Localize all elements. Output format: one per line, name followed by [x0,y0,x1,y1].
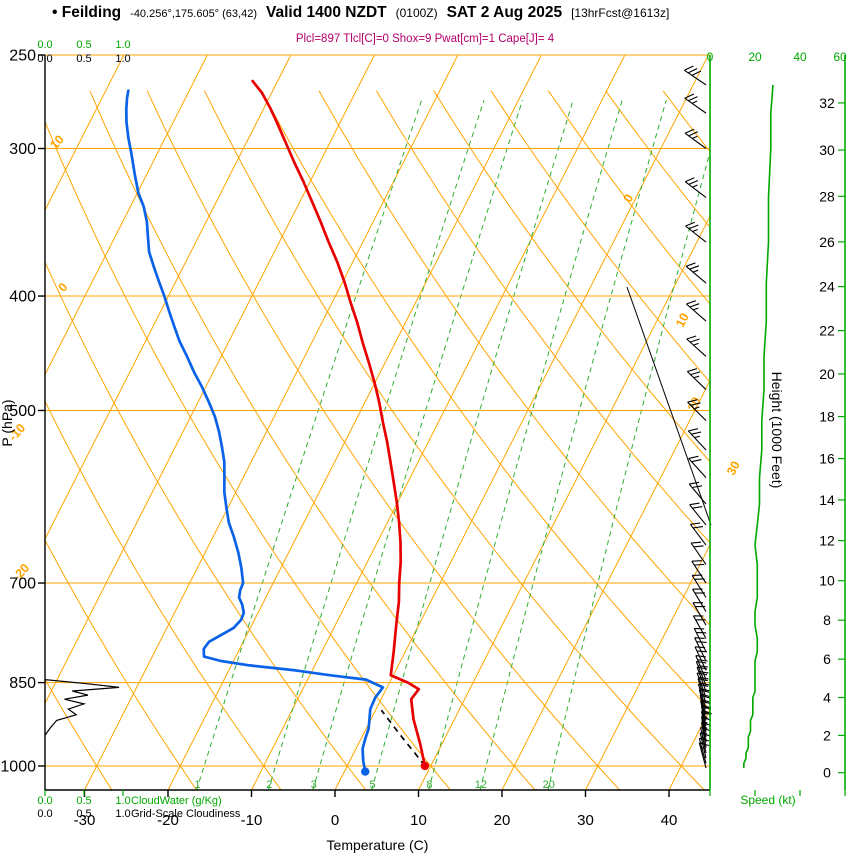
speed-tick-label: 60 [833,50,847,64]
temperature-tick-label: -20 [157,812,179,829]
surface-dewpoint-dot [361,767,370,776]
pressure-tick-label: 400 [9,289,36,306]
valid-utc: (0100Z) [395,6,438,20]
speed-axis-title: Speed (kt) [740,793,795,807]
pressure-tick-label: 850 [9,675,36,692]
speed-tick-label: 0 [707,50,714,64]
station-name: • Feilding [52,4,122,21]
pressure-tick-label: 300 [9,141,36,158]
cloudiness-profile [44,679,120,736]
cloudwater-tick-label: 0.5 [76,39,91,51]
valid-date: SAT 2 Aug 2025 [446,4,563,21]
height-tick-label: 0 [823,765,831,781]
skewt-grid [45,55,710,790]
pressure-axis-title: P (hPa) [0,399,15,446]
pressure-tick-label: 250 [9,48,36,65]
svg-text:10: 10 [673,311,692,330]
title-row: • Feilding -40.256°,175.605° (63,42) Val… [52,4,669,22]
temperature-tick-label: -10 [241,812,263,829]
height-tick-label: 20 [819,366,835,382]
height-tick-label: 2 [823,727,831,743]
height-tick-label: 18 [819,409,835,425]
svg-text:10: 10 [47,132,67,152]
temperature-tick-label: 10 [410,812,427,829]
height-tick-label: 30 [819,142,835,158]
cloudwater-tick-label: 1.0 [115,39,130,51]
cloudwater-tick-label: 0.5 [76,795,91,807]
height-tick-label: 22 [819,323,835,339]
cloudiness-axis-title: Grid-Scale Cloudiness [131,808,241,820]
cloudiness-tick-label: 0.5 [76,53,91,65]
cloudiness-tick-label: 1.0 [115,53,130,65]
cloudiness-tick-label: 0.0 [37,53,52,65]
temperature-curve [251,79,427,768]
stability-indices: Plcl=897 Tlcl[C]=0 Shox=9 Pwat[cm]=1 Cap… [295,33,555,45]
speed-tick-label: 20 [748,50,762,64]
height-tick-label: 28 [819,188,835,204]
temperature-tick-label: 30 [577,812,594,829]
svg-text:30: 30 [724,459,743,478]
height-tick-label: 14 [819,492,835,508]
forecast-info: [13hrFcst@1613z] [571,6,670,20]
surface-temperature-dot [420,761,430,771]
temperature-tick-label: -30 [74,812,96,829]
height-tick-label: 8 [823,612,831,628]
temperature-axis-title: Temperature (C) [327,837,429,853]
height-axis-title: Height (1000 Feet) [769,372,785,489]
height-tick-label: 4 [823,690,831,706]
cloudwater-tick-label: 1.0 [115,795,130,807]
cloudwater-tick-label: 0.0 [37,795,52,807]
height-tick-label: 12 [819,533,835,549]
pressure-tick-label: 500 [9,403,36,420]
height-tick-label: 26 [819,234,835,250]
pressure-tick-label: 700 [9,576,36,593]
mixing-ratio-labels: 1 2 3 5 8 12 20 [195,779,555,791]
temperature-tick-label: 40 [661,812,678,829]
svg-text:1: 1 [195,779,201,791]
cloudiness-tick-label: 0.0 [37,808,52,820]
svg-text:12: 12 [475,779,487,791]
pressure-tick-label: 1000 [0,758,36,775]
height-tick-label: 6 [823,651,831,667]
wind-speed-line [743,84,774,768]
cloudwater-tick-label: 0.0 [37,39,52,51]
parcel-path [380,709,426,767]
height-tick-label: 16 [819,451,835,467]
temperature-tick-label: 20 [494,812,511,829]
cloudwater-axis-title: CloudWater (g/Kg) [131,795,222,807]
temperature-tick-label: 0 [331,812,339,829]
height-tick-label: 32 [819,95,835,111]
svg-text:3: 3 [311,779,317,791]
svg-text:0: 0 [55,280,70,295]
dewpoint-curve [124,89,385,773]
svg-text:8: 8 [426,779,432,791]
cloudiness-tick-label: 1.0 [115,808,130,820]
svg-text:0: 0 [621,192,637,205]
wind-barbs [684,65,712,769]
height-tick-label: 10 [819,573,835,589]
height-tick-label: 24 [819,279,835,295]
svg-text:2: 2 [266,779,272,791]
isobar-lines [45,54,710,767]
mixing-ratio-lines [196,99,710,790]
cloudwater-scale: 0.00.00.50.51.01.0 CloudWater (g/Kg)0.00.… [37,39,241,820]
cloudiness-tick-label: 0.5 [76,808,91,820]
valid-time: Valid 1400 NZDT [266,4,387,21]
speed-tick-label: 40 [793,50,807,64]
svg-text:5: 5 [369,779,375,791]
svg-text:20: 20 [543,779,555,791]
station-coords: -40.256°,175.605° (63,42) [130,8,257,20]
reference-line [626,286,712,526]
